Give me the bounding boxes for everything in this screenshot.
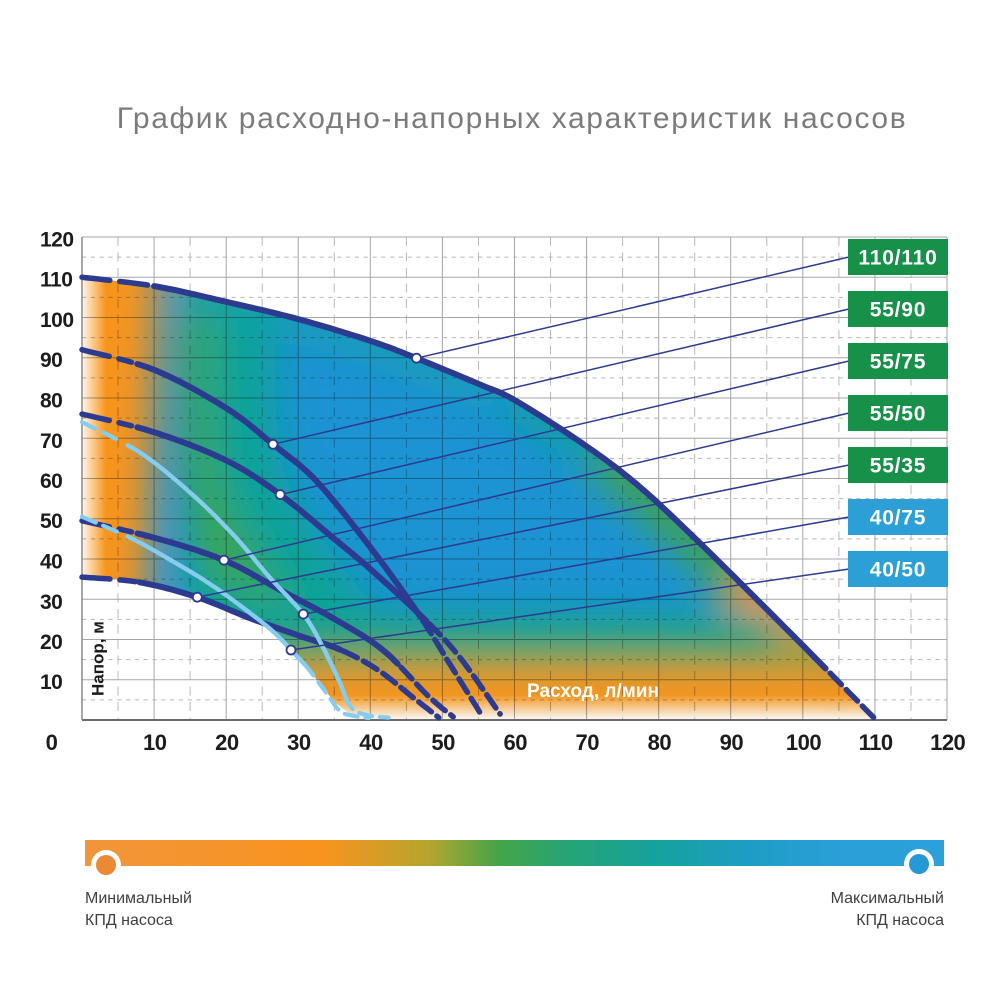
svg-text:40: 40 <box>40 551 62 574</box>
svg-text:110: 110 <box>40 269 72 292</box>
svg-text:30: 30 <box>40 591 62 614</box>
svg-text:60: 60 <box>503 730 527 755</box>
svg-text:110/110: 110/110 <box>858 247 937 270</box>
svg-text:КПД насоса: КПД насоса <box>85 912 173 929</box>
svg-text:10: 10 <box>143 730 167 755</box>
svg-text:Максимальный: Максимальный <box>831 890 944 907</box>
svg-text:40/50: 40/50 <box>870 559 927 582</box>
svg-text:Расход, л/мин: Расход, л/мин <box>527 681 659 702</box>
svg-text:90: 90 <box>720 730 744 755</box>
svg-text:80: 80 <box>648 730 672 755</box>
svg-text:40: 40 <box>359 730 383 755</box>
svg-text:55/35: 55/35 <box>870 455 927 478</box>
svg-text:80: 80 <box>40 390 62 413</box>
svg-text:100: 100 <box>786 730 821 755</box>
svg-text:0: 0 <box>46 730 58 755</box>
svg-text:50: 50 <box>40 510 62 533</box>
svg-text:50: 50 <box>431 730 455 755</box>
svg-text:100: 100 <box>40 309 74 332</box>
svg-text:110: 110 <box>859 730 893 755</box>
svg-text:График расходно-напорных харак: График расходно-напорных характеристик н… <box>117 102 907 135</box>
svg-text:70: 70 <box>576 730 600 755</box>
svg-text:20: 20 <box>215 730 239 755</box>
svg-text:55/90: 55/90 <box>870 299 927 322</box>
svg-text:55/75: 55/75 <box>870 351 927 374</box>
svg-text:Минимальный: Минимальный <box>85 890 192 907</box>
svg-text:90: 90 <box>40 349 62 372</box>
svg-text:КПД насоса: КПД насоса <box>856 912 944 929</box>
svg-text:120: 120 <box>930 730 965 755</box>
svg-text:20: 20 <box>40 631 62 654</box>
svg-text:60: 60 <box>40 470 62 493</box>
svg-text:40/75: 40/75 <box>870 507 927 530</box>
svg-text:30: 30 <box>287 730 311 755</box>
svg-text:70: 70 <box>40 430 62 453</box>
svg-text:55/50: 55/50 <box>870 403 927 426</box>
svg-text:120: 120 <box>40 229 74 252</box>
svg-text:10: 10 <box>40 671 62 694</box>
svg-text:Напор, м: Напор, м <box>89 621 108 696</box>
